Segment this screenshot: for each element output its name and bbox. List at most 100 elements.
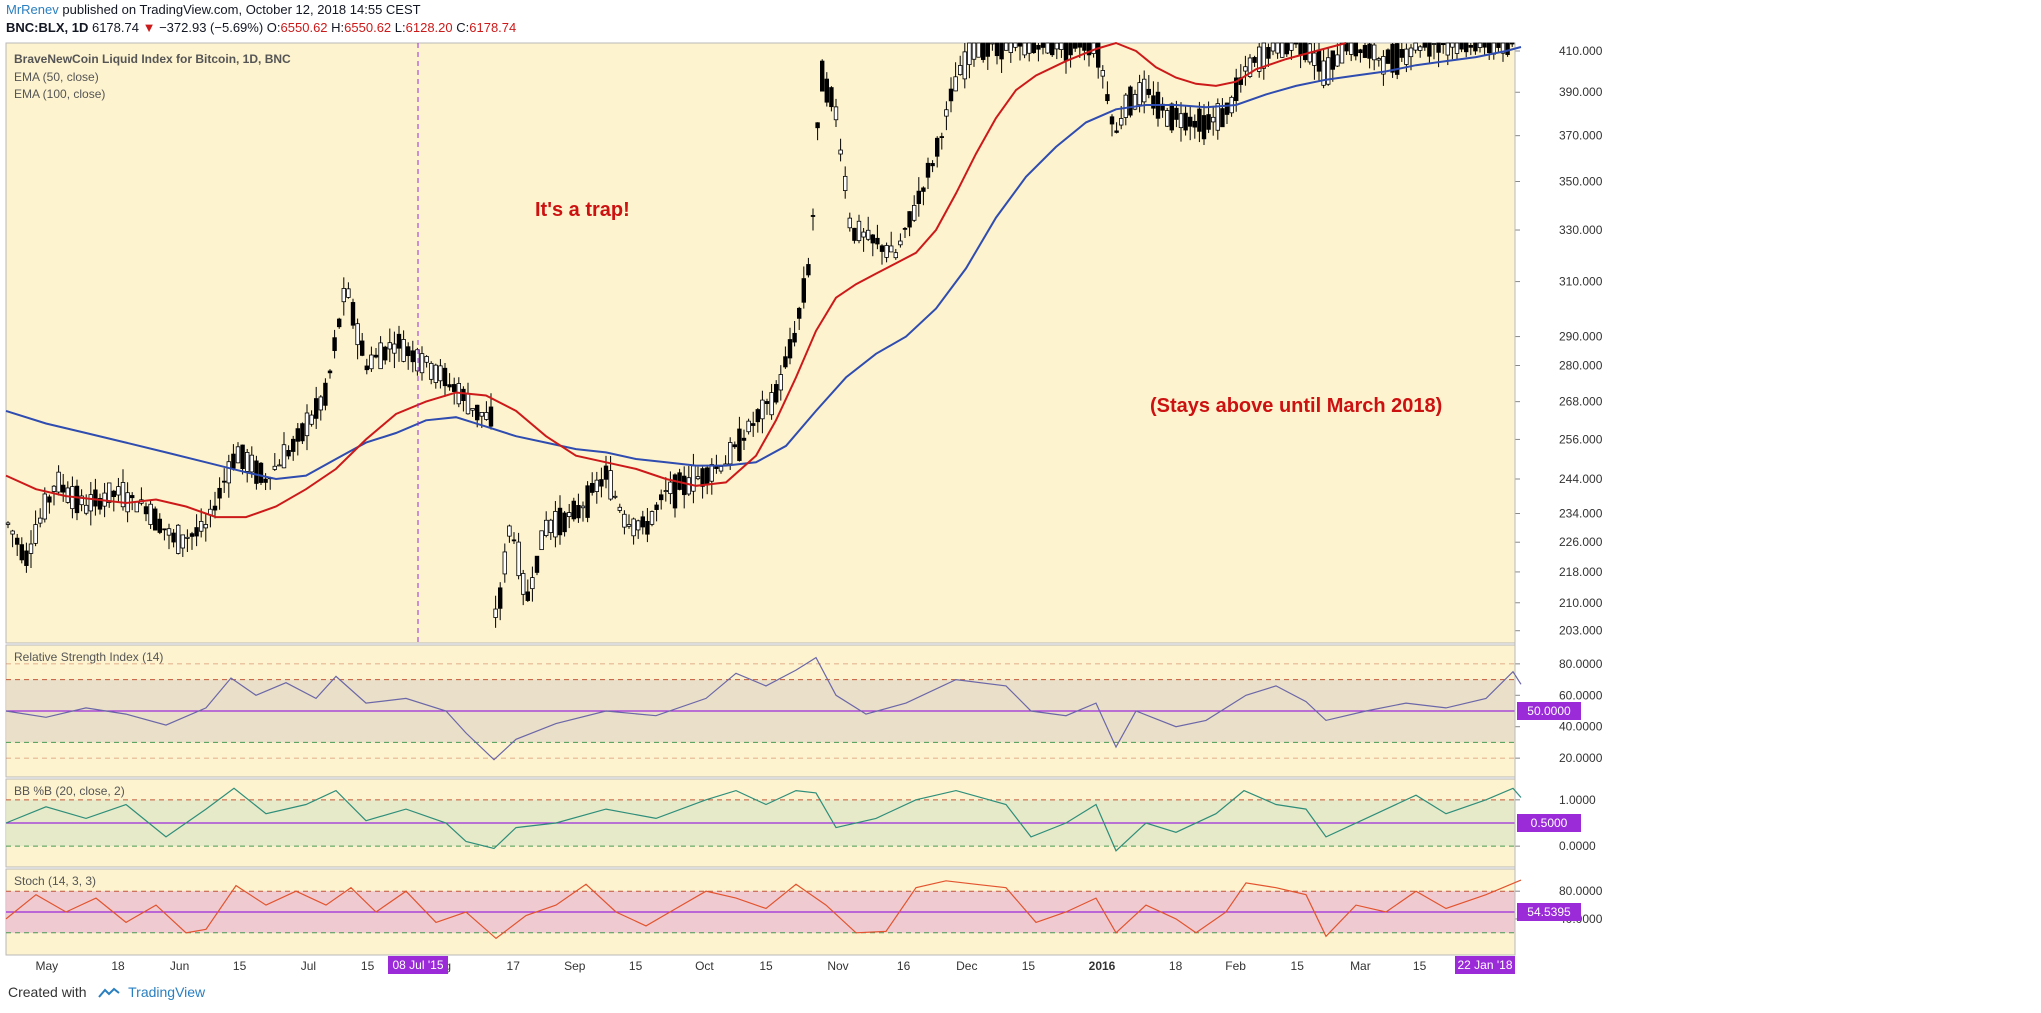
candle-body — [511, 539, 517, 542]
candle-body — [1091, 42, 1096, 54]
candle-body — [1367, 43, 1372, 59]
candle-body — [521, 573, 526, 595]
candle-body — [1036, 44, 1041, 50]
candle-body — [336, 318, 342, 328]
candle-body — [884, 245, 889, 258]
candle-body — [590, 483, 595, 493]
date-badge: 08 Jul '15 — [388, 956, 448, 974]
badge-bg — [1517, 814, 1581, 832]
y-tick-label: 268.000 — [1559, 395, 1603, 409]
ema100-line — [5, 46, 1522, 481]
candle-body — [1178, 113, 1184, 129]
candle-body — [51, 485, 57, 492]
candle-body — [1119, 118, 1124, 126]
candle-body — [898, 240, 903, 246]
candle-body — [318, 396, 323, 411]
low-value: 6128.20 — [405, 20, 453, 35]
candle-body — [971, 42, 977, 60]
candle-body — [728, 442, 733, 465]
candle-body — [313, 398, 319, 419]
candle-body — [378, 342, 383, 370]
author-link[interactable]: MrRenev — [6, 2, 59, 17]
candle-body — [438, 365, 443, 382]
candle-body — [935, 137, 940, 157]
candle-body — [235, 446, 241, 464]
candle-body — [111, 490, 116, 498]
candle-body — [415, 349, 420, 372]
candle-body — [433, 364, 438, 383]
candle-body — [258, 462, 264, 483]
candle-body — [981, 42, 986, 60]
candle-body — [847, 217, 852, 229]
candle-body — [1261, 42, 1266, 69]
y-tick-label: 370.000 — [1559, 129, 1603, 143]
candle-body — [387, 342, 392, 350]
candle-body — [1385, 49, 1391, 64]
candle-body — [815, 122, 820, 129]
candle-body — [1073, 42, 1078, 49]
candle-body — [792, 332, 797, 343]
candle-body — [1086, 42, 1092, 56]
y-tick-label: 60.0000 — [1559, 688, 1603, 702]
candle-body — [162, 528, 167, 531]
candle-body — [751, 423, 756, 426]
candle-body — [479, 412, 484, 417]
candle-body — [1339, 42, 1345, 64]
rsi-line — [5, 656, 1522, 761]
x-tick-label: Mar — [1350, 959, 1371, 973]
candle-body — [705, 467, 710, 486]
symbol-name[interactable]: BNC:BLX, 1D — [6, 20, 89, 35]
candle-body — [640, 516, 645, 528]
candle-body — [1220, 108, 1225, 128]
candle-body — [709, 464, 714, 482]
candle-body — [1142, 78, 1147, 103]
candle-body — [833, 106, 839, 121]
x-tick-label: Dec — [956, 959, 977, 973]
footer: Created with TradingView — [8, 984, 205, 1000]
candle-body — [47, 496, 52, 503]
candle-body — [300, 423, 305, 442]
candle-body — [1330, 50, 1335, 70]
annotation-trap: It's a trap! — [535, 199, 630, 221]
footer-brand[interactable]: TradingView — [128, 984, 206, 1000]
candle-body — [631, 518, 636, 537]
candle-body — [622, 513, 627, 528]
candle-body — [1188, 116, 1193, 127]
candle-body — [1100, 70, 1105, 77]
y-tick-label: 40.0000 — [1559, 720, 1603, 734]
candle-body — [1022, 42, 1027, 56]
candle-body — [1496, 42, 1501, 48]
y-tick-label: 244.000 — [1559, 472, 1603, 486]
price-change: −372.93 (−5.69%) — [159, 20, 264, 35]
candle-body — [1211, 116, 1216, 123]
candle-body — [1284, 42, 1289, 55]
candle-body — [976, 42, 981, 58]
last-value-badge: 0.5000 — [1517, 814, 1581, 832]
candle-body — [323, 382, 328, 406]
candle-body — [290, 438, 296, 452]
candle-body — [1431, 43, 1437, 45]
candle-body — [516, 541, 521, 577]
candle-body — [787, 339, 793, 359]
candle-body — [1017, 42, 1023, 47]
candle-body — [1252, 57, 1257, 63]
candle-body — [838, 149, 843, 155]
candle-body — [962, 51, 967, 80]
candle-body — [1243, 66, 1248, 72]
x-tick-label: 15 — [361, 959, 375, 973]
annotation-stays: (Stays above until March 2018) — [1150, 395, 1443, 417]
candle-body — [889, 245, 894, 253]
candle-body — [470, 408, 475, 411]
candle-body — [1045, 42, 1050, 54]
y-tick-label: 350.000 — [1559, 174, 1603, 188]
candle-body — [212, 505, 218, 511]
candle-body — [497, 587, 503, 609]
candle-body — [254, 460, 259, 484]
candle-body — [1165, 110, 1170, 127]
candle-body — [1059, 42, 1064, 50]
candle-body — [1459, 42, 1464, 50]
candle-body — [1436, 42, 1441, 53]
candle-body — [10, 530, 15, 535]
candle-body — [985, 42, 990, 57]
